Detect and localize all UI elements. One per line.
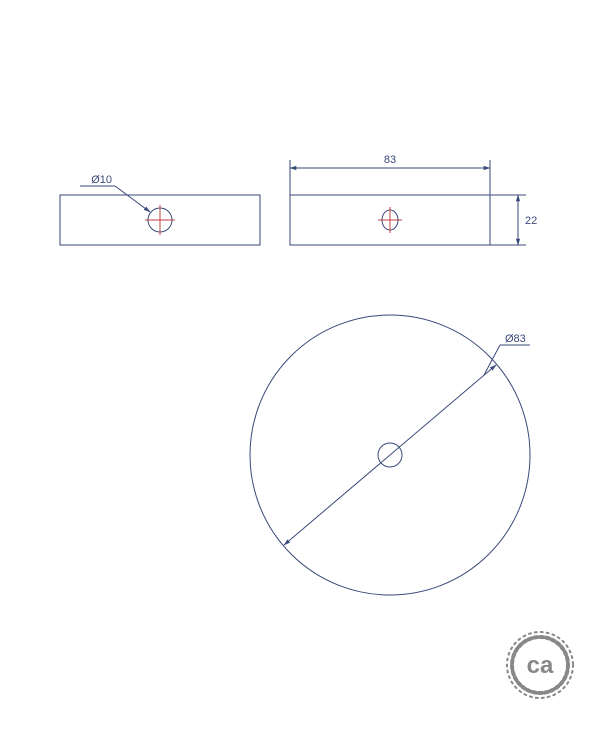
front-view-right: 83 22 [290,154,537,245]
center-mark-icon [378,207,402,233]
dim-height-value: 22 [525,215,537,227]
side-view-left: Ø10 [60,174,260,245]
brand-logo-text: ca [527,652,554,679]
dim-width-value: 83 [384,154,396,166]
brand-logo-icon: ca [500,625,580,705]
center-mark-icon [145,205,175,235]
plan-view: Ø83 [250,315,530,595]
plan-diameter-label: Ø83 [505,333,526,345]
hole-diameter-label: Ø10 [91,174,112,186]
plan-diameter-leader [484,345,530,375]
hole-diameter-leader [80,186,150,212]
diameter-line [284,365,496,545]
dim-height [490,195,526,245]
